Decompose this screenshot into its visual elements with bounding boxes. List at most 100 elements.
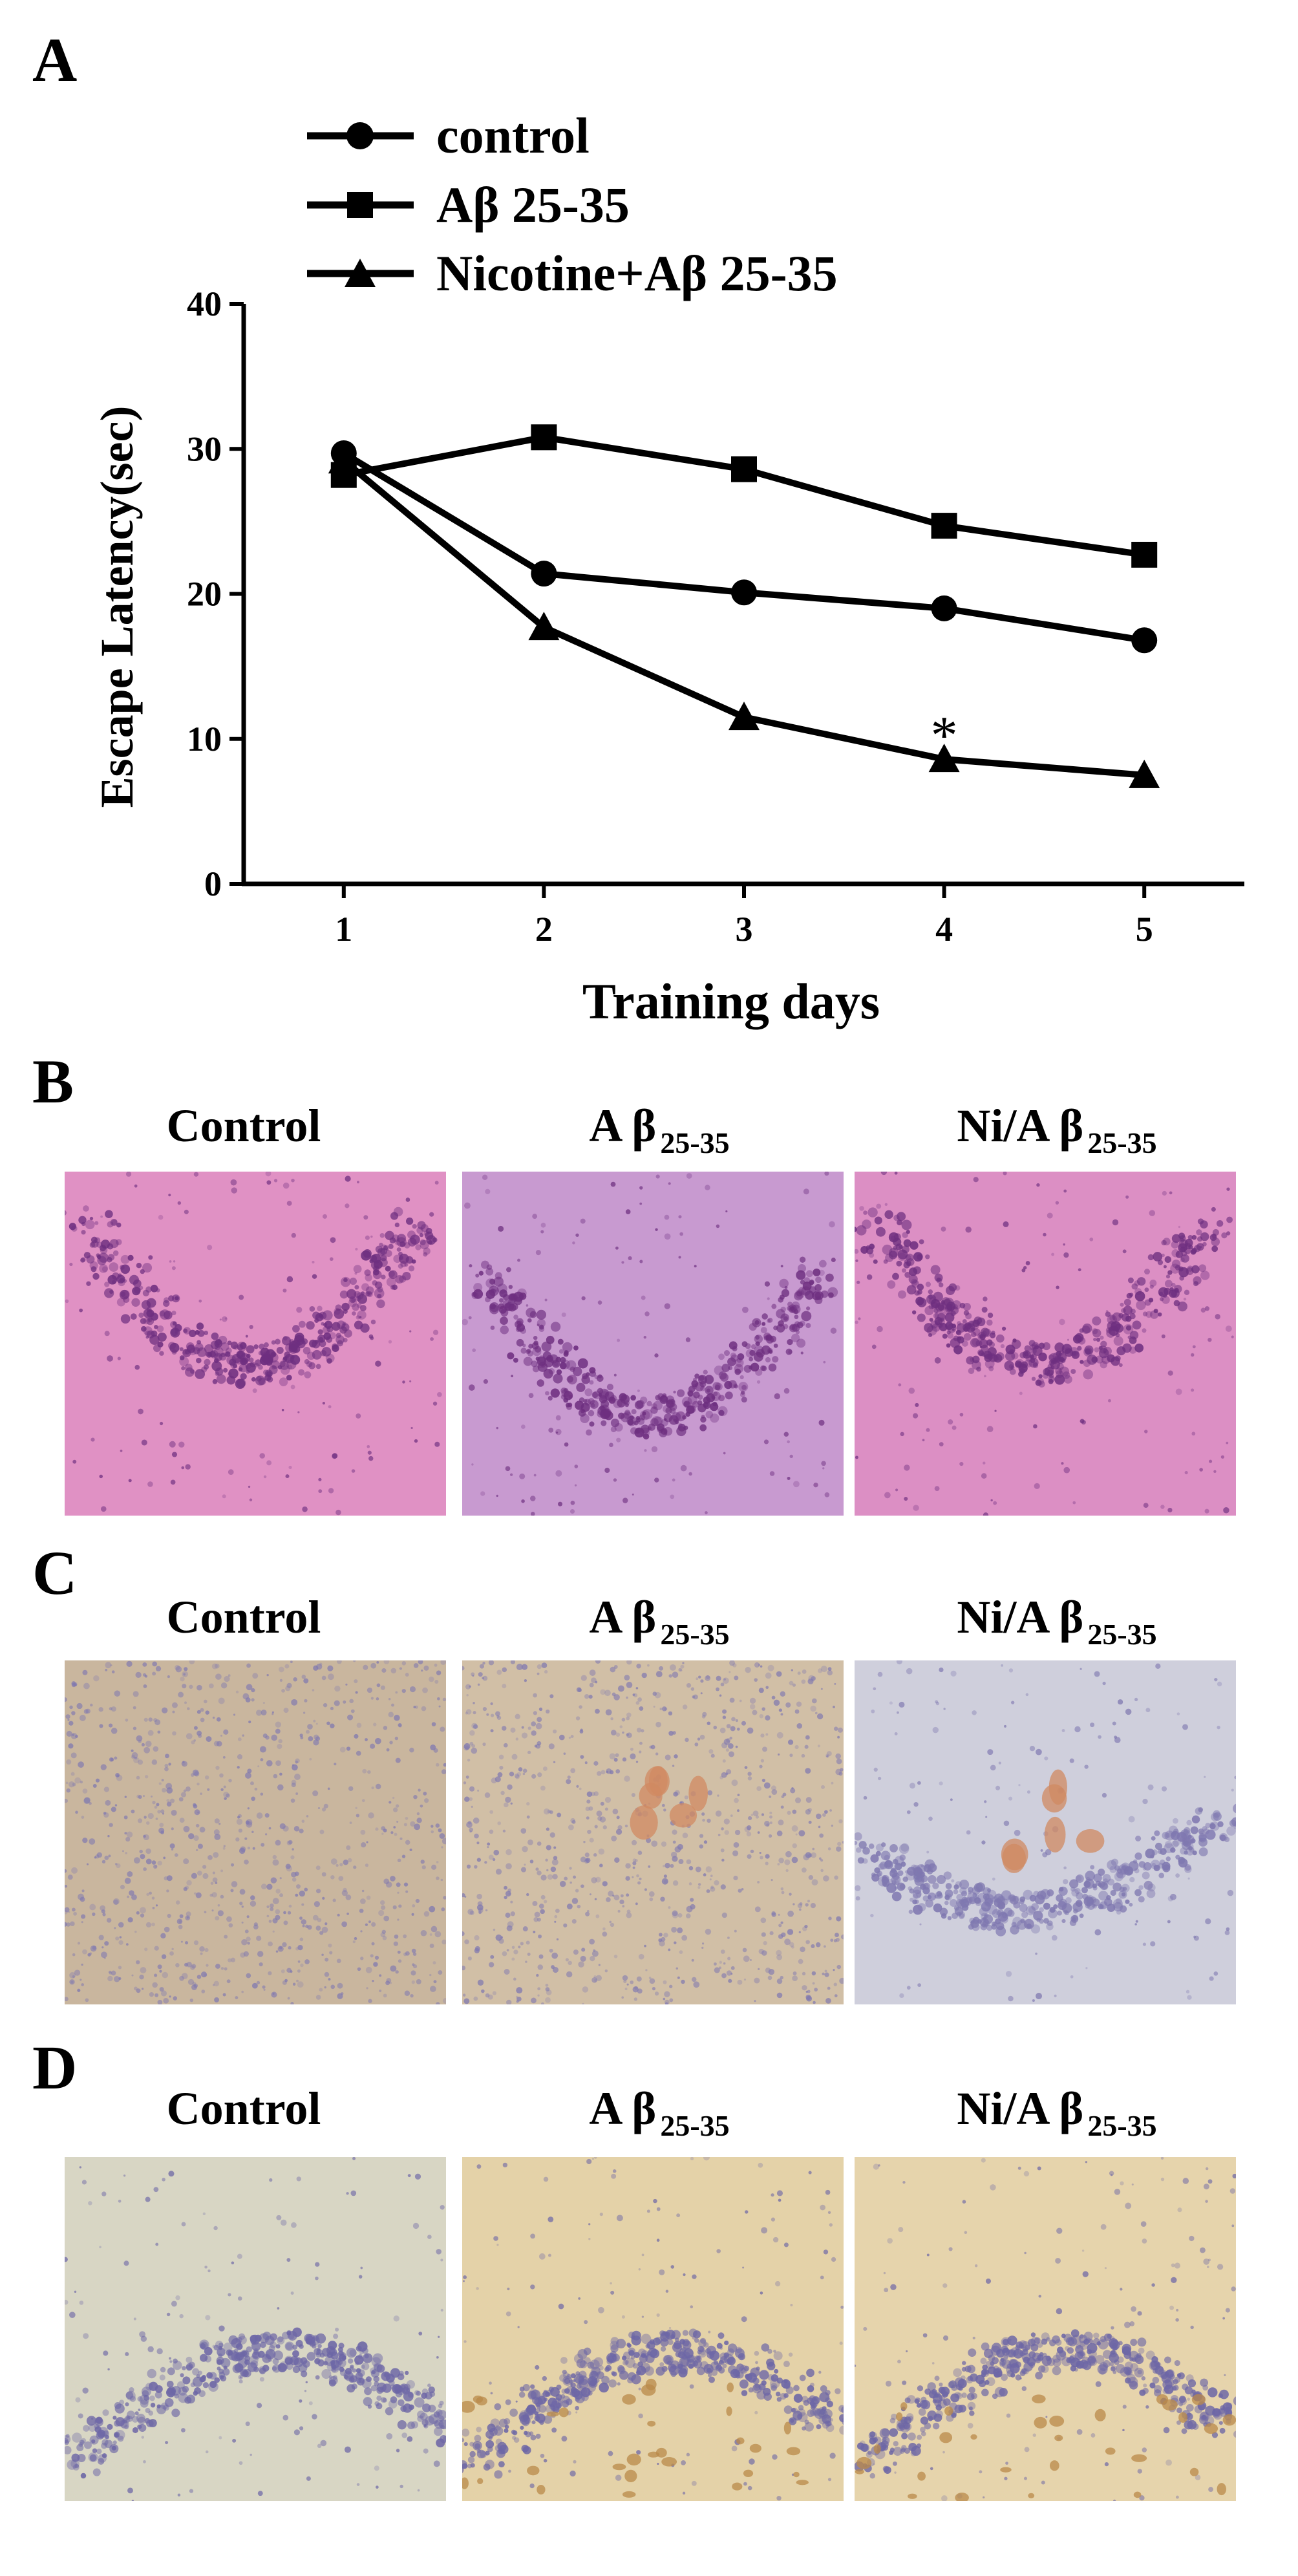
cell-layer-nucleus <box>884 1860 893 1869</box>
cell-layer-nucleus <box>624 1410 631 1416</box>
cell-nucleus <box>239 1889 246 1895</box>
cell-nucleus <box>287 1997 290 2000</box>
cell-layer-nucleus <box>718 1410 725 1416</box>
cell-layer-nucleus <box>1187 1834 1192 1839</box>
cell-nucleus <box>301 1903 304 1906</box>
cell-layer-nucleus <box>1107 1860 1117 1871</box>
cell-nucleus <box>776 1671 782 1677</box>
cell-layer-nucleus <box>372 2353 383 2364</box>
cell-nucleus <box>984 1375 986 1378</box>
cell-layer-nucleus <box>1195 1807 1203 1815</box>
cell-layer-nucleus <box>745 1343 751 1349</box>
cell-nucleus <box>490 1729 494 1733</box>
cell-nucleus <box>161 1779 164 1782</box>
cell-nucleus <box>513 1977 516 1981</box>
cell-layer-nucleus <box>753 1351 763 1362</box>
cell-layer-nucleus <box>602 1408 612 1417</box>
cell-nucleus <box>780 1713 783 1716</box>
cell-nucleus <box>752 1810 759 1817</box>
cell-layer-nucleus <box>1035 1379 1042 1386</box>
cell-nucleus <box>484 1861 487 1864</box>
cell-layer-nucleus <box>272 2358 279 2365</box>
cell-nucleus <box>413 1794 418 1799</box>
cell-nucleus <box>413 1663 419 1668</box>
cell-nucleus <box>510 1911 515 1916</box>
cell-nucleus <box>329 1257 334 1261</box>
cell-nucleus <box>648 1891 655 1897</box>
cell-layer-nucleus <box>1119 1887 1125 1893</box>
cell-nucleus <box>778 2198 782 2202</box>
cell-nucleus <box>403 1882 409 1887</box>
cell-nucleus <box>517 1258 520 1262</box>
cell-nucleus <box>661 1841 667 1847</box>
cell-nucleus <box>85 1998 89 2002</box>
cell-nucleus <box>656 2238 660 2242</box>
cell-nucleus <box>811 1852 816 1858</box>
cell-nucleus <box>767 1664 774 1671</box>
cell-nucleus <box>508 1893 511 1895</box>
cell-layer-nucleus <box>536 1309 546 1320</box>
cell-nucleus <box>580 1675 587 1681</box>
cell-nucleus <box>99 1474 103 1479</box>
cell-nucleus <box>505 1796 511 1803</box>
column-title-control: Control <box>166 2083 321 2134</box>
cell-layer-nucleus <box>949 1898 957 1907</box>
cell-nucleus <box>321 1675 326 1680</box>
cell-layer-nucleus <box>1181 1841 1191 1851</box>
cell-layer-nucleus <box>916 1291 921 1296</box>
cell-nucleus <box>198 1299 202 1303</box>
cell-nucleus <box>66 1788 70 1793</box>
cell-nucleus <box>926 1851 930 1854</box>
cell-nucleus <box>769 1821 772 1825</box>
cell-nucleus <box>613 1665 618 1669</box>
cell-nucleus <box>1004 1724 1006 1728</box>
cell-nucleus <box>676 2213 681 2218</box>
cell-layer-nucleus <box>941 1300 945 1305</box>
cell-nucleus <box>159 1822 164 1827</box>
cell-nucleus <box>147 1730 154 1736</box>
cell-nucleus <box>134 1364 140 1370</box>
cell-layer-nucleus <box>906 1871 915 1881</box>
cell-nucleus <box>1134 1697 1138 1702</box>
cell-layer-nucleus <box>1212 1229 1219 1236</box>
cell-layer-nucleus <box>1054 1342 1065 1353</box>
cell-nucleus <box>831 1781 834 1785</box>
cell-nucleus <box>670 1494 675 1499</box>
cell-nucleus <box>346 1746 351 1751</box>
cell-nucleus <box>193 1940 199 1946</box>
cell-layer-nucleus <box>1075 1874 1084 1884</box>
cell-layer-nucleus <box>119 1277 125 1283</box>
cell-nucleus <box>365 1923 368 1926</box>
cell-layer-nucleus <box>485 1289 495 1299</box>
cell-nucleus <box>330 1984 335 1990</box>
cell-nucleus <box>599 1863 603 1868</box>
cell-nucleus <box>172 1710 175 1713</box>
cell-nucleus <box>783 2242 789 2248</box>
cell-layer-nucleus <box>364 1269 371 1276</box>
cell-layer-nucleus <box>388 1243 394 1249</box>
cell-nucleus <box>765 1862 769 1865</box>
cell-nucleus <box>705 1185 710 1190</box>
cell-layer-nucleus <box>178 2392 189 2403</box>
cell-layer-nucleus <box>196 1322 204 1330</box>
cell-nucleus <box>563 1752 566 1755</box>
cell-layer-nucleus <box>945 1883 952 1889</box>
cell-layer-nucleus <box>179 1347 184 1351</box>
cell-nucleus <box>1008 1796 1013 1801</box>
cell-layer-nucleus <box>924 1305 934 1316</box>
cell-nucleus <box>490 2392 493 2395</box>
cell-nucleus <box>580 1884 584 1888</box>
cell-nucleus <box>81 1921 83 1924</box>
cell-layer-nucleus <box>330 2359 340 2368</box>
cell-nucleus <box>125 1718 129 1722</box>
cell-nucleus <box>813 1482 818 1488</box>
cell-nucleus <box>682 1704 688 1710</box>
cell-nucleus <box>521 1732 528 1739</box>
cell-nucleus <box>250 2453 252 2456</box>
cell-layer-nucleus <box>388 1270 398 1280</box>
cell-layer-nucleus <box>117 2435 124 2442</box>
cell-layer-nucleus <box>665 1407 672 1414</box>
cell-nucleus <box>772 2237 779 2243</box>
cell-nucleus <box>65 1781 69 1785</box>
cell-nucleus <box>485 1188 491 1194</box>
